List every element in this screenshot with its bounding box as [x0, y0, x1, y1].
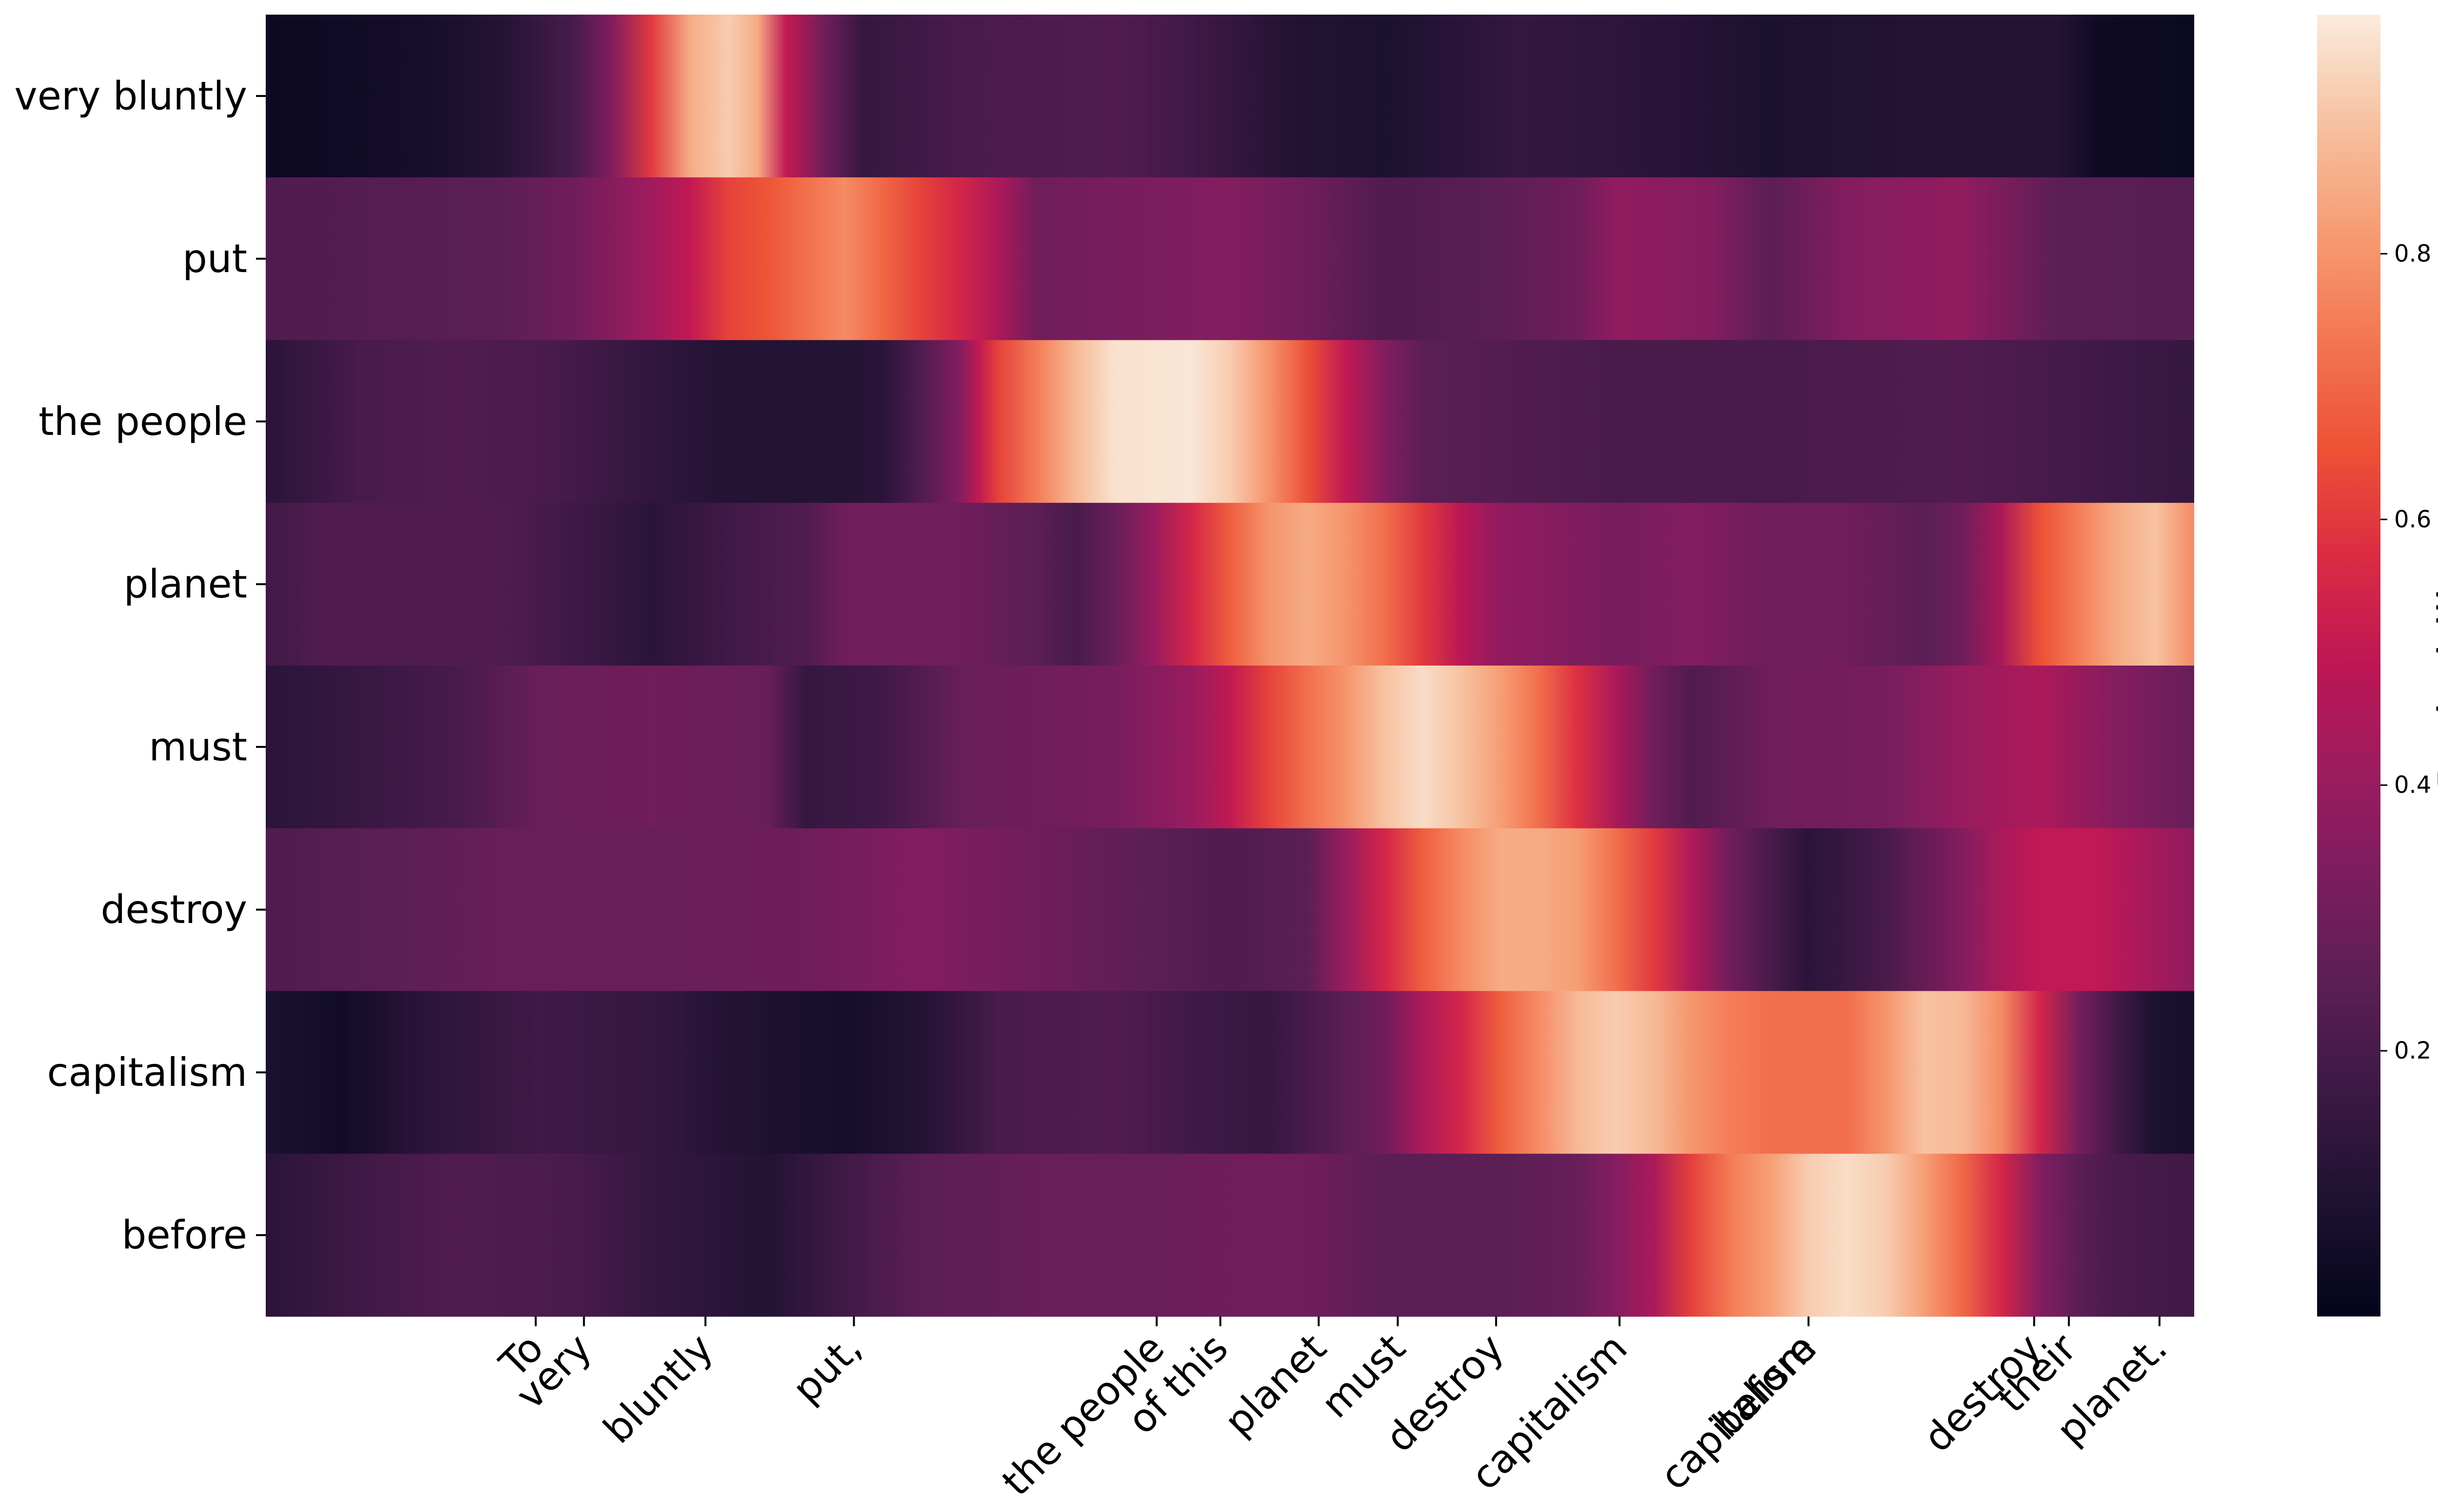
heatmap-row [266, 340, 2194, 503]
colorbar-gradient [2317, 15, 2380, 1316]
colorbar-tick-label: 0.6 [2394, 506, 2431, 533]
y-tick-label: very bluntly [14, 73, 247, 118]
colorbar-label: Probability [2429, 542, 2438, 789]
y-tick-label: planet [124, 562, 247, 607]
y-tick-label: destroy [101, 887, 247, 932]
y-tick-label: capitalism [47, 1050, 247, 1095]
y-tick-label: put [182, 236, 247, 281]
x-tick-label: capitalism [1651, 1325, 1825, 1499]
x-tick-label: put, [784, 1325, 870, 1412]
heatmap-row [266, 503, 2194, 666]
y-tick-label: before [122, 1213, 247, 1258]
x-tick-label: planet [1216, 1325, 1335, 1445]
colorbar-tick-label: 0.2 [2394, 1037, 2431, 1064]
heatmap-row [266, 991, 2194, 1154]
x-tick-label: bluntly [595, 1325, 722, 1452]
colorbar-tick-label: 0.4 [2394, 771, 2431, 799]
heatmap-row [266, 666, 2194, 829]
y-tick-label: the people [39, 399, 247, 444]
colorbar-tick-label: 0.8 [2394, 240, 2431, 267]
heatmap-row [266, 15, 2194, 178]
colorbar: 0.2 0.4 0.6 0.8 Probability [2317, 15, 2438, 1316]
y-tick-label: must [149, 724, 247, 769]
heatmap-rows [266, 15, 2194, 1317]
heatmap-row [266, 828, 2194, 991]
y-axis-ticks: very bluntly put the people planet must destr… [14, 73, 266, 1258]
heatmap-row [266, 177, 2194, 340]
heatmap-row [266, 1154, 2194, 1317]
